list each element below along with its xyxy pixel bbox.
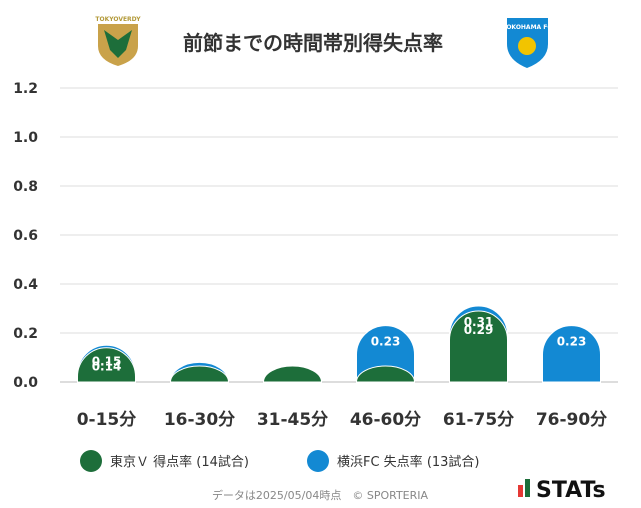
data-label-away: 0.23 <box>371 335 401 349</box>
y-tick-label: 0.6 <box>13 228 38 244</box>
y-tick-label: 1.0 <box>13 130 38 146</box>
legend-marker-away <box>307 450 329 472</box>
data-label-away: 0.15 <box>92 354 122 368</box>
chart-title: 前節までの時間帯別得失点率 <box>183 31 443 55</box>
x-category-label: 16-30分 <box>164 410 235 430</box>
y-tick-label: 0.2 <box>13 326 38 342</box>
bar-home <box>355 365 416 383</box>
data-label-away: 0.23 <box>557 335 587 349</box>
away-logo-text: YOKOHAMA FC <box>501 24 552 31</box>
y-tick-label: 0.8 <box>13 179 38 195</box>
home-team-logo: TOKYOVERDY <box>95 16 141 66</box>
x-category-label: 76-90分 <box>536 410 607 430</box>
stats-bar-icon-red <box>518 485 523 497</box>
legend-label-away: 横浜FC 失点率 (13試合) <box>337 454 480 470</box>
stats-brand: STATs <box>518 478 606 503</box>
x-category-label: 0-15分 <box>77 410 137 430</box>
data-label-home: 0.29 <box>464 323 494 337</box>
footer-note: データは2025/05/04時点 © SPORTERIA <box>212 488 429 502</box>
legend-label-home: 東京Ｖ 得点率 (14試合) <box>110 454 249 470</box>
y-tick-label: 1.2 <box>13 81 38 97</box>
legend-marker-home <box>80 450 102 472</box>
bird-icon <box>104 30 132 58</box>
bar-home <box>77 347 136 383</box>
data-label-away: 0.31 <box>464 315 494 329</box>
x-category-label: 61-75分 <box>443 410 514 430</box>
data-label-home: 0.14 <box>92 360 122 374</box>
bar-home <box>262 365 323 383</box>
y-tick-label: 0.0 <box>13 375 38 391</box>
home-logo-text: TOKYOVERDY <box>95 16 141 23</box>
x-category-label: 46-60分 <box>350 410 421 430</box>
bar-home <box>169 365 230 383</box>
y-tick-label: 0.4 <box>13 277 38 293</box>
away-team-logo: YOKOHAMA FC <box>501 18 552 68</box>
stats-bar-icon-green <box>525 479 530 497</box>
bar-home <box>449 310 508 383</box>
ball-icon <box>518 37 536 55</box>
x-category-label: 31-45分 <box>257 410 328 430</box>
bar-away <box>542 325 601 383</box>
stats-logo-text: STATs <box>536 478 606 503</box>
legend: 東京Ｖ 得点率 (14試合) 横浜FC 失点率 (13試合) <box>80 450 480 472</box>
